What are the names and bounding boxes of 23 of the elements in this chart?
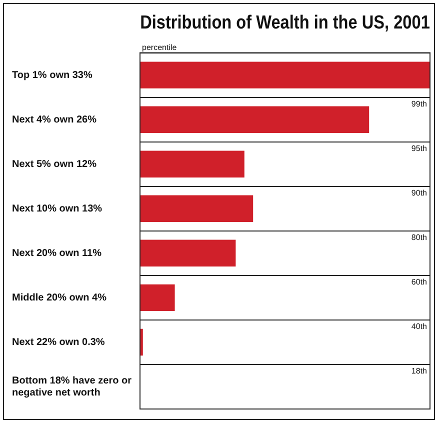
- chart-title: Distribution of Wealth in the US, 2001: [140, 11, 430, 33]
- annotation: 99th: [411, 100, 427, 109]
- y-tick-label: Middle 20% own 4%: [12, 292, 107, 304]
- annotation: 95th: [411, 144, 427, 154]
- text: percentile: [142, 43, 178, 52]
- bar: [140, 62, 430, 88]
- annotation: 18th: [411, 366, 427, 376]
- bar: [140, 150, 244, 178]
- y-tick-label: Top 1% own 33%: [12, 70, 92, 81]
- y-tick-label: Next 20% own 11%: [12, 248, 102, 259]
- y-tick-label: Next 4% own 26%: [12, 114, 97, 126]
- y-tick-label: Next 22% own 0.3%: [12, 336, 105, 348]
- annotation: 80th: [411, 233, 427, 242]
- annotation: 40th: [411, 322, 427, 332]
- annotation: 90th: [411, 188, 427, 198]
- bar: [140, 195, 254, 222]
- y-tick-label: Next 5% own 12%: [12, 158, 97, 170]
- y-tick-label: Next 10% own 13%: [12, 203, 102, 214]
- y-tick-label: Bottom 18% have zero or negative net worth: [12, 375, 132, 398]
- bar: [140, 284, 175, 312]
- bar: [140, 106, 370, 133]
- annotation: 60th: [411, 278, 427, 287]
- bar: [140, 240, 236, 267]
